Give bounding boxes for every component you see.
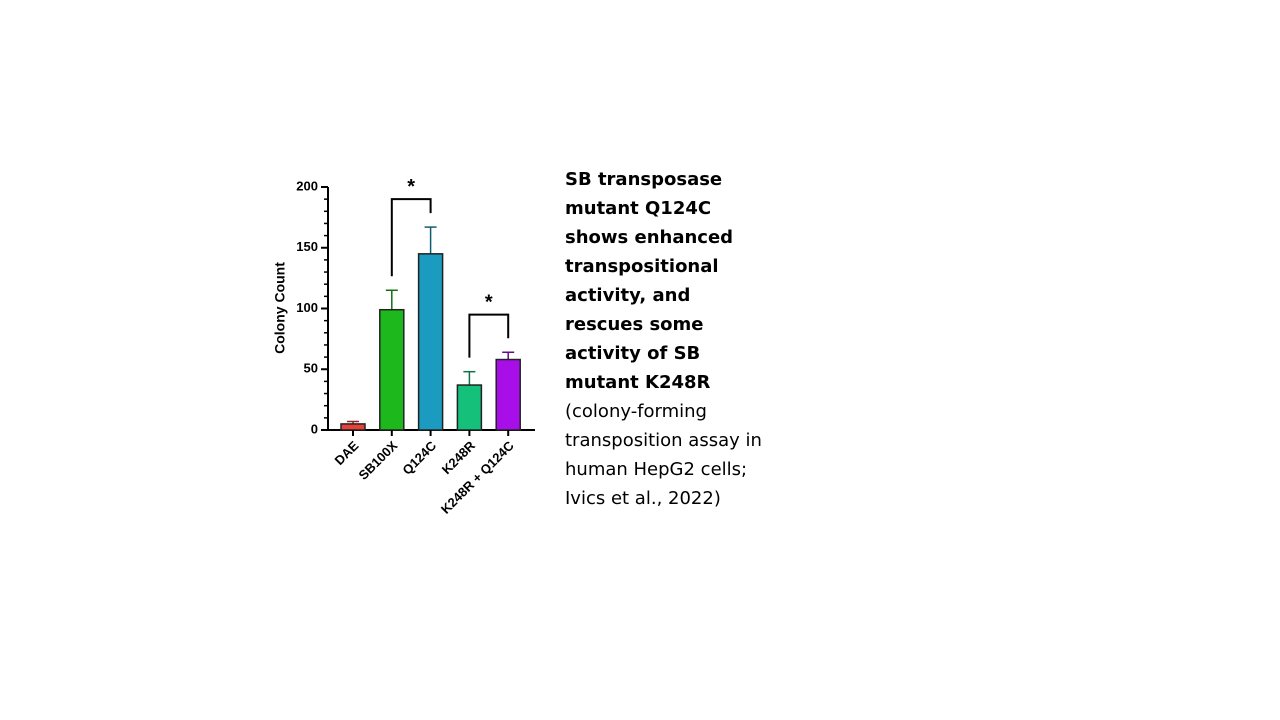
significance-bracket: [468, 313, 510, 358]
bar: [456, 384, 483, 431]
bar: [417, 253, 444, 431]
y-tick-label: 100: [296, 300, 318, 315]
x-tick-label: DAE: [332, 438, 362, 468]
y-axis-label: Colony Count: [272, 262, 288, 354]
significance-bracket: [390, 198, 432, 277]
x-tick-label: K248R + Q124C: [438, 438, 517, 517]
y-tick-label: 150: [296, 239, 318, 254]
bar: [340, 423, 366, 431]
bar: [379, 308, 405, 431]
caption-normal: (colony-forming transposition assay in h…: [565, 401, 762, 509]
significance-label: *: [485, 292, 493, 314]
x-tick-label: SB100X: [356, 438, 401, 483]
y-tick-label: 200: [296, 178, 318, 193]
y-tick-label: 0: [311, 421, 318, 436]
x-tick-label: Q124C: [399, 438, 439, 478]
caption: SB transposase mutant Q124C shows enhanc…: [565, 165, 765, 513]
bar: [495, 358, 521, 431]
significance-label: *: [407, 176, 415, 198]
caption-bold: SB transposase mutant Q124C shows enhanc…: [565, 169, 734, 393]
y-tick-label: 50: [304, 361, 318, 376]
